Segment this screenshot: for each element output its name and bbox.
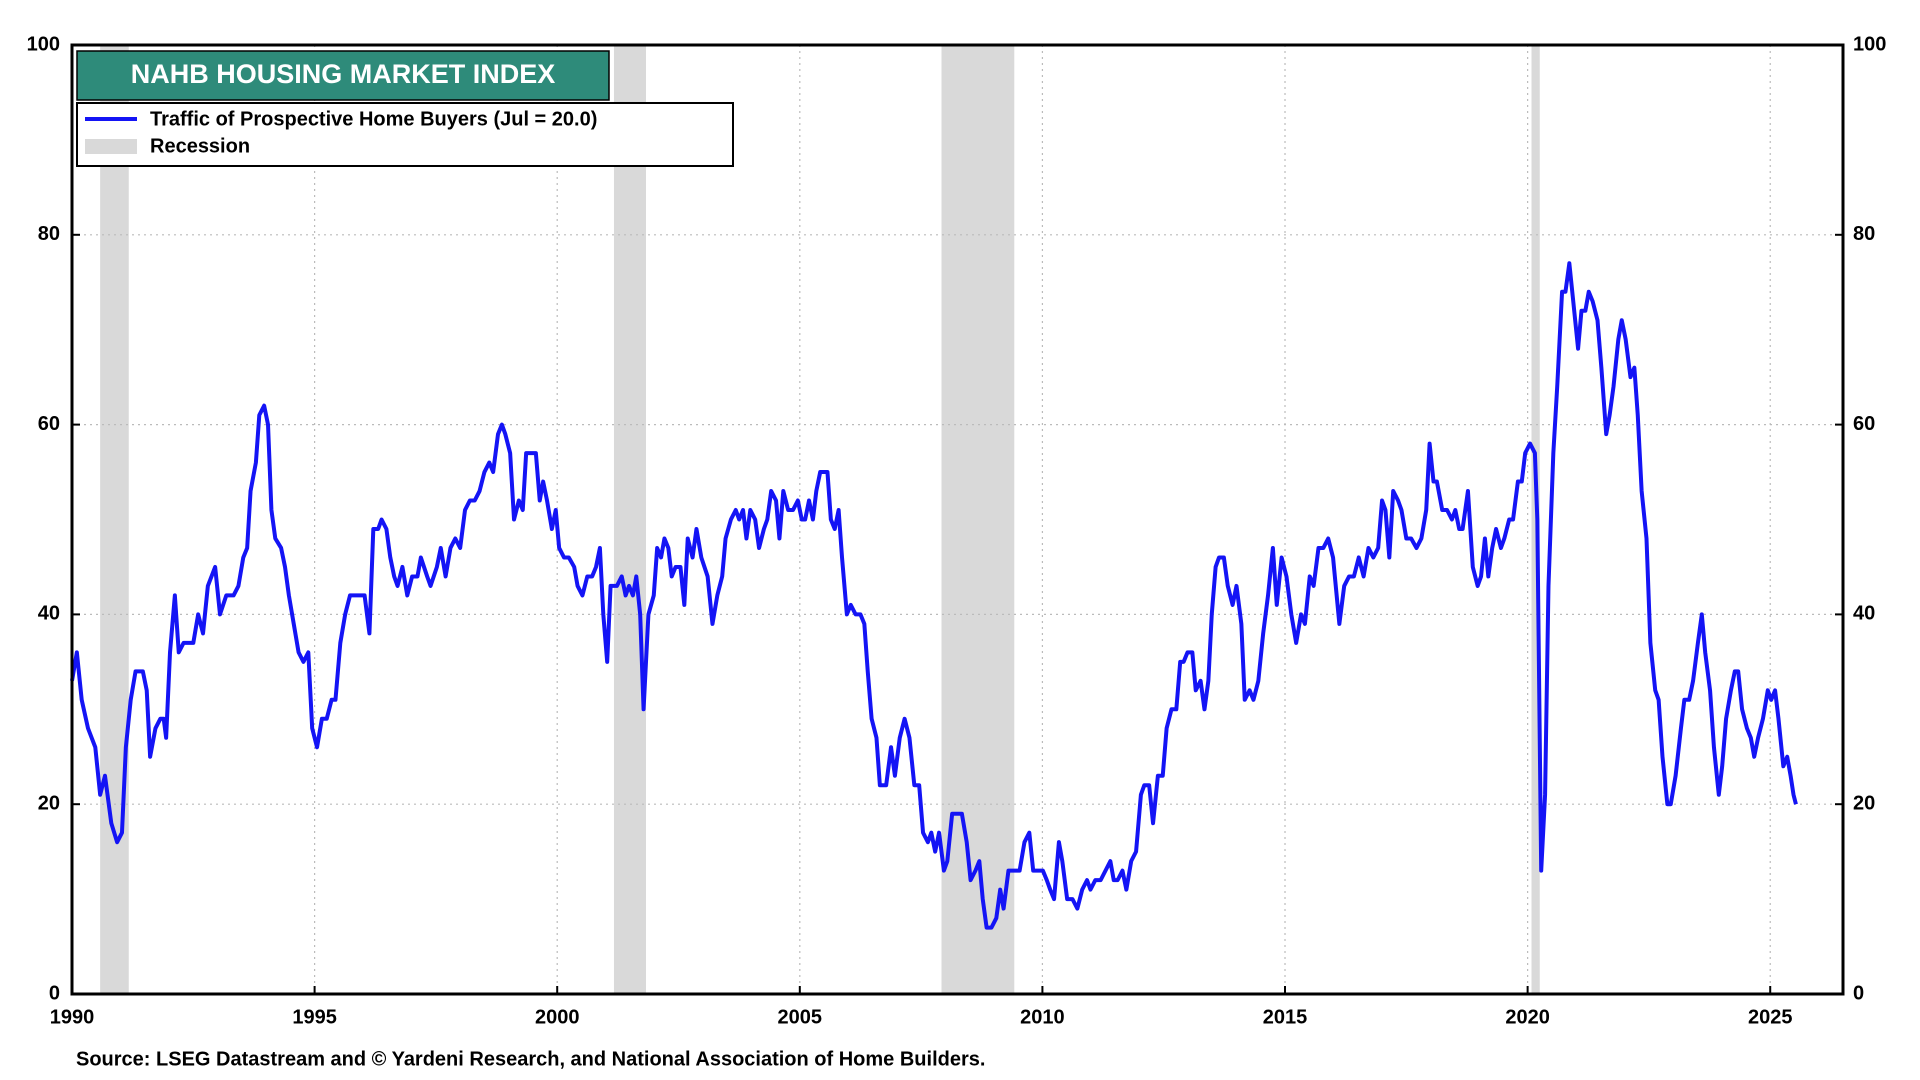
y2-tick-label: 100 (1853, 33, 1886, 55)
y2-tick-label: 0 (1853, 982, 1864, 1004)
axes: 0 20 40 60 80 100 0 20 40 60 80 100 1990 1995 2000 2005… (27, 33, 1887, 1028)
source-note: Source: LSEG Datastream and © Yardeni Re… (76, 1048, 985, 1070)
y-tick-label: 60 (38, 413, 60, 435)
y2-tick-label: 80 (1853, 223, 1875, 245)
y2-tick-label: 40 (1853, 603, 1875, 625)
x-tick-label: 2025 (1748, 1006, 1793, 1028)
title-box (76, 50, 610, 101)
plot-frame (70, 43, 1845, 996)
y-tick-label: 0 (49, 982, 60, 1004)
x-tick-label: 2010 (1020, 1006, 1065, 1028)
y-tick-label: 80 (38, 223, 60, 245)
x-tick-label: 2000 (535, 1006, 580, 1028)
chart-title: NAHB HOUSING MARKET INDEX (131, 59, 556, 89)
y2-tick-label: 60 (1853, 413, 1875, 435)
legend-label: Traffic of Prospective Home Buyers (Jul … (150, 108, 597, 130)
recessions (100, 45, 1540, 994)
y-tick-label: 40 (38, 603, 60, 625)
y-tick-label: 100 (27, 33, 60, 55)
x-tick-label: 1990 (50, 1006, 95, 1028)
x-tick-label: 1995 (292, 1006, 337, 1028)
legend-recession-swatch (85, 139, 137, 154)
legend-label: Recession (150, 135, 250, 157)
lines (70, 261, 1798, 930)
x-tick-label: 2020 (1505, 1006, 1550, 1028)
data-line (70, 261, 1798, 930)
recession-band (613, 45, 646, 994)
y-tick-label: 20 (38, 792, 60, 814)
recession-band (100, 45, 129, 994)
y2-tick-label: 20 (1853, 792, 1875, 814)
legend-box (76, 102, 734, 167)
x-tick-label: 2005 (778, 1006, 823, 1028)
recession-band (941, 45, 1015, 994)
x-tick-label: 2015 (1263, 1006, 1308, 1028)
